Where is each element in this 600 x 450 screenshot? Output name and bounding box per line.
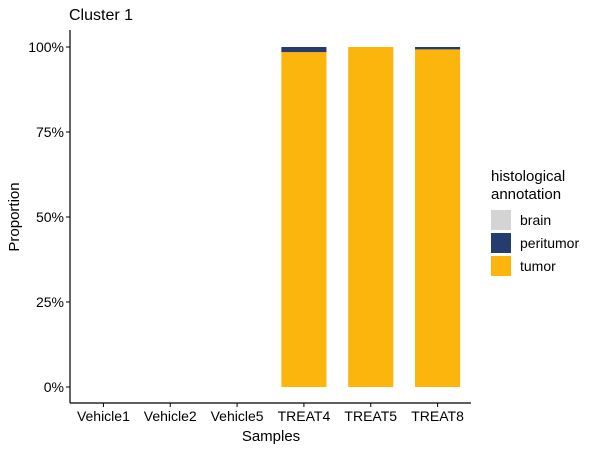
y-tick-label: 25% xyxy=(36,294,64,310)
legend-item-brain: brain xyxy=(491,208,579,231)
x-tick-label: TREAT8 xyxy=(411,408,464,424)
bar-peritumor xyxy=(415,47,461,50)
x-tick-label: Vehicle2 xyxy=(144,408,197,424)
plot-area: 0% 25% 50% 75% 100% Vehicle1 Vehicle2 Vehicle5 T… xyxy=(28,30,471,424)
y-tick-label: 75% xyxy=(36,124,64,140)
legend-swatch xyxy=(491,232,511,253)
x-tick-label: Vehicle1 xyxy=(77,408,130,424)
y-tick-label: 100% xyxy=(28,39,64,55)
legend-swatch xyxy=(491,255,511,276)
x-tick-label: TREAT4 xyxy=(278,408,331,424)
y-tick-label: 0% xyxy=(44,379,64,395)
legend-item-peritumor: peritumor xyxy=(491,231,579,254)
legend: histological annotation brain peritumor tu… xyxy=(491,168,579,277)
y-tick-label: 50% xyxy=(36,209,64,225)
x-tick-label: TREAT5 xyxy=(344,408,397,424)
x-axis-label: Samples xyxy=(242,428,300,445)
x-tick-label: Vehicle5 xyxy=(211,408,264,424)
legend-label: peritumor xyxy=(520,234,580,251)
bar-tumor xyxy=(415,49,461,387)
chart-title: Cluster 1 xyxy=(69,7,133,24)
y-axis-label: Proportion xyxy=(6,182,23,251)
bar-tumor xyxy=(281,52,327,387)
legend-label: tumor xyxy=(520,257,556,274)
bar-peritumor xyxy=(281,47,327,53)
legend-swatch xyxy=(491,209,511,230)
legend-title-line1: histological xyxy=(491,168,566,185)
legend-title: histological annotation xyxy=(491,168,579,204)
legend-item-tumor: tumor xyxy=(491,254,579,277)
bar-tumor xyxy=(348,47,394,387)
legend-title-line2: annotation xyxy=(491,186,562,203)
legend-items: brain peritumor tumor xyxy=(491,208,579,277)
legend-label: brain xyxy=(520,211,552,228)
